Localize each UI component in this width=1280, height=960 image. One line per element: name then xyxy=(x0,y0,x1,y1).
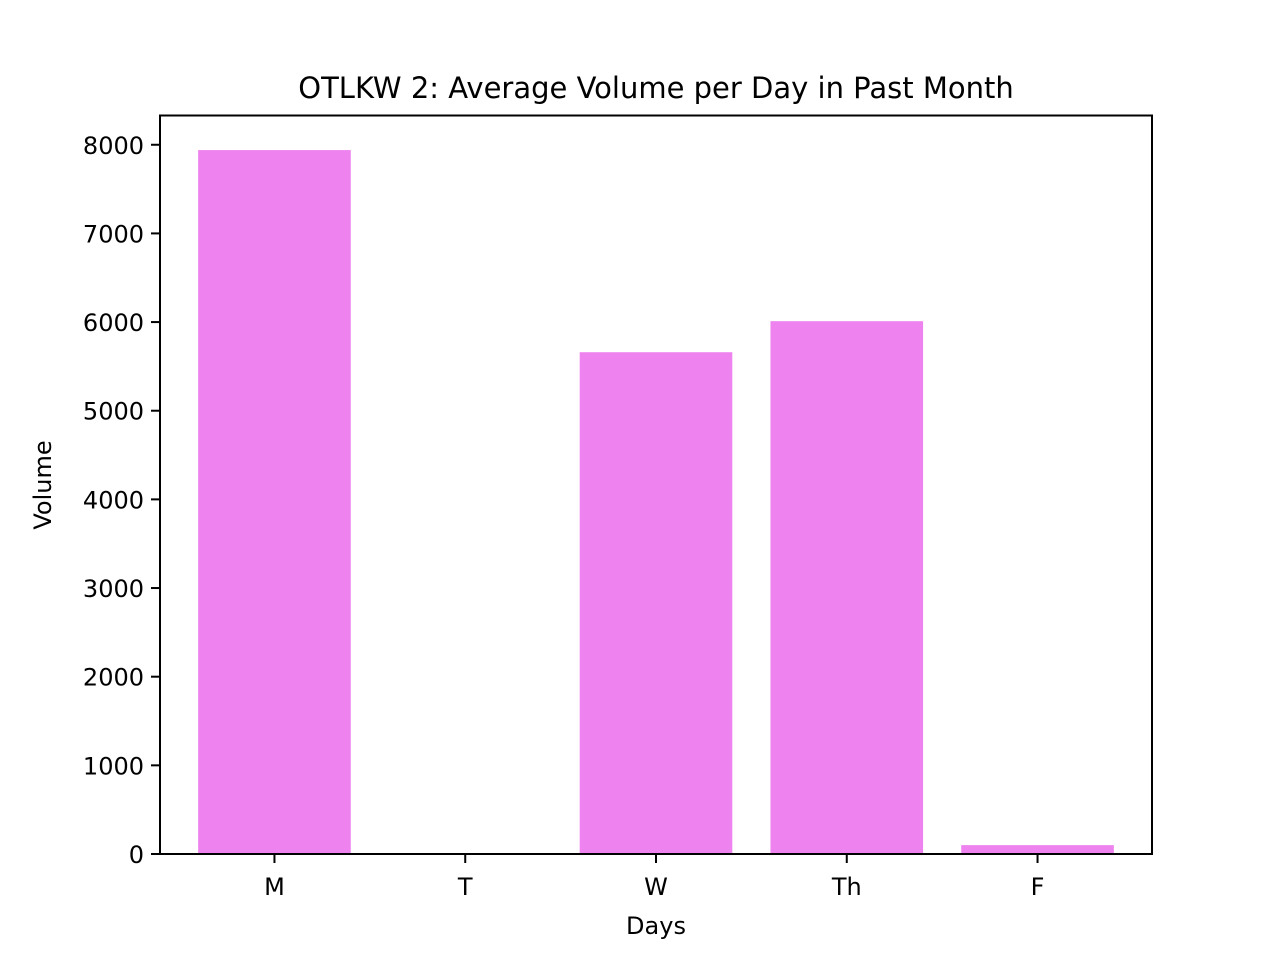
y-tick-label: 4000 xyxy=(83,486,144,514)
x-axis-label: Days xyxy=(626,912,686,940)
bar-m xyxy=(198,150,351,855)
x-tick-label: W xyxy=(644,873,668,901)
y-tick-label: 6000 xyxy=(83,309,144,337)
x-tick-label: T xyxy=(457,873,473,901)
y-tick-label: 8000 xyxy=(83,132,144,160)
y-tick-label: 7000 xyxy=(83,220,144,248)
x-tick-label: F xyxy=(1031,873,1045,901)
bars-group xyxy=(198,150,1114,855)
y-axis-label: Volume xyxy=(29,440,57,529)
bar-th xyxy=(770,321,924,854)
x-axis-ticks: M T W Th F xyxy=(264,854,1044,901)
y-tick-label: 1000 xyxy=(83,752,144,780)
y-tick-label: 2000 xyxy=(83,664,144,692)
y-tick-label: 3000 xyxy=(83,575,144,603)
y-tick-label: 0 xyxy=(129,841,144,869)
x-tick-label: M xyxy=(264,873,285,901)
chart-title: OTLKW 2: Average Volume per Day in Past … xyxy=(298,71,1013,105)
y-tick-label: 5000 xyxy=(83,398,144,426)
x-tick-label: Th xyxy=(831,873,862,901)
plot-frame xyxy=(159,114,1153,855)
bar-w xyxy=(579,352,733,854)
y-axis-ticks: 0 1000 2000 3000 4000 5000 6000 7000 8000 xyxy=(83,132,160,869)
bar-f xyxy=(961,845,1114,854)
